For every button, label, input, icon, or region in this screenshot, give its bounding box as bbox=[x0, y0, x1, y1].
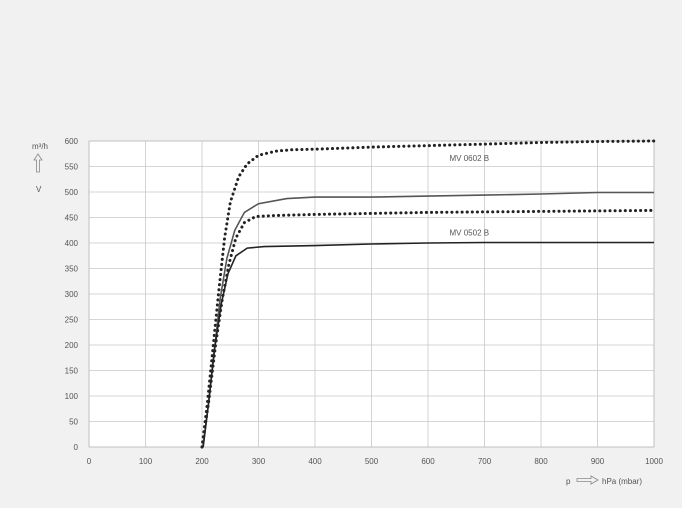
x-tick-label: 800 bbox=[534, 457, 548, 466]
x-tick-label: 300 bbox=[252, 457, 266, 466]
x-tick-label: 700 bbox=[478, 457, 492, 466]
y-tick-label: 300 bbox=[65, 290, 79, 299]
y-tick-label: 450 bbox=[65, 214, 79, 223]
x-tick-label: 600 bbox=[421, 457, 435, 466]
y-tick-label: 0 bbox=[74, 443, 79, 452]
y-axis-symbol: V bbox=[36, 185, 42, 194]
y-tick-label: 550 bbox=[65, 163, 79, 172]
x-tick-label: 900 bbox=[591, 457, 605, 466]
y-tick-label: 150 bbox=[65, 367, 79, 376]
series-line-1 bbox=[200, 139, 656, 449]
series-layer bbox=[200, 139, 656, 449]
y-tick-label: 400 bbox=[65, 239, 79, 248]
y-tick-label: 100 bbox=[65, 392, 79, 401]
x-axis-unit-label: hPa (mbar) bbox=[602, 477, 642, 486]
tick-label-layer: 0 50 100 150 200 250 300 350 400 450 500 550 600 0 100… bbox=[65, 137, 664, 466]
y-tick-label: 350 bbox=[65, 265, 79, 274]
y-axis-unit-label: m³/h bbox=[32, 142, 48, 151]
plot-frame bbox=[88, 140, 655, 448]
series-label: MV 0502 B bbox=[450, 228, 490, 237]
x-tick-label: 100 bbox=[139, 457, 153, 466]
series-line-3 bbox=[202, 191, 654, 448]
y-axis-label-group: m³/h V bbox=[32, 142, 48, 194]
x-tick-label: 200 bbox=[195, 457, 209, 466]
series-label-layer: MV 0602 B MV 0502 B bbox=[450, 154, 490, 237]
y-tick-label: 200 bbox=[65, 341, 79, 350]
series-line-4 bbox=[202, 241, 654, 448]
y-tick-label: 500 bbox=[65, 188, 79, 197]
series-label: MV 0602 B bbox=[450, 154, 490, 163]
x-tick-label: 400 bbox=[308, 457, 322, 466]
x-axis-symbol: p bbox=[566, 477, 571, 486]
x-tick-label: 1000 bbox=[645, 457, 663, 466]
y-tick-label: 250 bbox=[65, 316, 79, 325]
y-tick-label: 600 bbox=[65, 137, 79, 146]
x-axis-right-arrow-icon bbox=[576, 475, 599, 485]
x-axis-label-group: p hPa (mbar) bbox=[566, 475, 642, 486]
x-tick-label: 500 bbox=[365, 457, 379, 466]
x-tick-label: 0 bbox=[87, 457, 92, 466]
grid-layer bbox=[88, 140, 655, 448]
y-tick-label: 50 bbox=[69, 418, 78, 427]
y-axis-up-arrow-icon bbox=[33, 153, 43, 173]
